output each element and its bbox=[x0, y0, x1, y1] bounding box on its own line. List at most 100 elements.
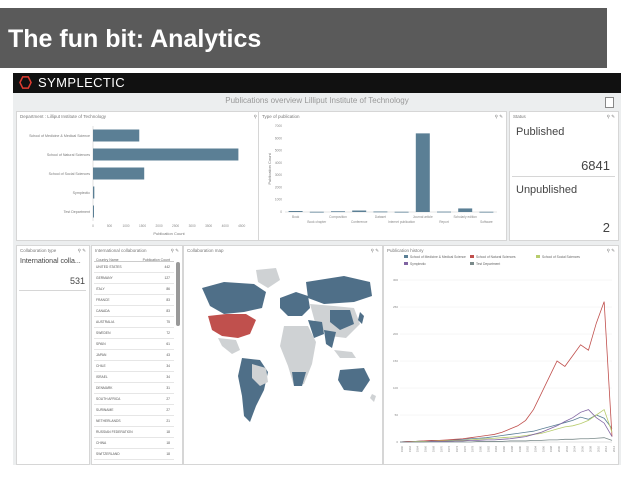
table-row[interactable]: CHILE 34 bbox=[94, 361, 174, 372]
map-region-usa bbox=[208, 314, 256, 338]
map-region-canada bbox=[202, 282, 266, 314]
panel-title: Type of publication bbox=[262, 114, 300, 119]
country-name: ITALY bbox=[96, 287, 105, 291]
collab-label: International colla... bbox=[20, 258, 81, 265]
tick-label: 1000 bbox=[122, 224, 129, 228]
table-row[interactable]: GERMANY 127 bbox=[94, 273, 174, 284]
bar bbox=[437, 211, 451, 213]
tick-label: Test Department bbox=[64, 210, 90, 214]
brand-header: SYMPLECTIC bbox=[13, 73, 621, 93]
tick-label: 250 bbox=[393, 305, 398, 309]
table-row[interactable]: CHINA 18 bbox=[94, 438, 174, 449]
bar bbox=[415, 133, 430, 212]
tick-label: 1992 bbox=[526, 445, 530, 452]
tick-label: 1962 bbox=[408, 445, 412, 452]
tick-label: 1988 bbox=[510, 445, 514, 452]
filter-icon[interactable]: ⚲ ✎ bbox=[253, 114, 262, 119]
panel-title: Status bbox=[513, 114, 526, 119]
filter-icon[interactable]: ⚲ ✎ bbox=[370, 248, 379, 253]
divider bbox=[512, 176, 615, 177]
tick-label: 0 bbox=[396, 440, 398, 444]
tick-label: 2004 bbox=[573, 445, 577, 452]
bar bbox=[93, 205, 94, 218]
tick-label: Composition bbox=[329, 215, 347, 219]
world-map bbox=[202, 268, 376, 422]
pdf-export-icon[interactable] bbox=[605, 97, 614, 108]
tick-label: 1972 bbox=[447, 445, 451, 452]
table-row[interactable]: RUSSIAN FEDERATION 18 bbox=[94, 427, 174, 438]
country-name: GERMANY bbox=[96, 276, 113, 280]
table-row[interactable]: SPAIN 61 bbox=[94, 339, 174, 350]
country-name: UNITED STATES bbox=[96, 265, 122, 269]
filter-icon[interactable]: ⚲ ✎ bbox=[606, 248, 615, 253]
filter-icon[interactable]: ⚲ ✎ bbox=[494, 114, 503, 119]
series-line bbox=[399, 301, 613, 443]
publication-count: 31 bbox=[166, 386, 170, 390]
map-region-india bbox=[324, 330, 336, 348]
scrollbar[interactable] bbox=[176, 262, 180, 326]
table-row[interactable]: SURINAME 27 bbox=[94, 405, 174, 416]
country-name: ISRAEL bbox=[96, 375, 108, 379]
map-region-indonesia bbox=[334, 350, 356, 358]
tick-label: 2012 bbox=[604, 445, 608, 452]
country-name: JAPAN bbox=[96, 353, 107, 357]
table-row[interactable]: ISRAEL 34 bbox=[94, 372, 174, 383]
tick-label: 2000 bbox=[275, 185, 282, 189]
legend-swatch bbox=[404, 255, 408, 258]
tick-label: 50 bbox=[395, 413, 399, 417]
column-header: Country Name bbox=[96, 258, 119, 262]
table-row[interactable]: AUSTRALIA 75 bbox=[94, 317, 174, 328]
table-row[interactable]: DENMARK 31 bbox=[94, 383, 174, 394]
country-name: CHILE bbox=[96, 364, 106, 368]
map-region-brazil bbox=[252, 364, 268, 386]
slide-title-bar: The fun bit: Analytics bbox=[0, 8, 607, 68]
tick-label: 1996 bbox=[541, 445, 545, 452]
tick-label: 1968 bbox=[431, 445, 435, 452]
tick-label: 4000 bbox=[222, 224, 229, 228]
table-row[interactable]: SWEDEN 72 bbox=[94, 328, 174, 339]
country-name: SWEDEN bbox=[96, 331, 111, 335]
tick-label: 300 bbox=[393, 278, 398, 282]
tick-label: School of Medicine & Medical Science bbox=[29, 134, 90, 138]
tick-label: 4000 bbox=[275, 161, 282, 165]
publication-count: 21 bbox=[166, 419, 170, 423]
table-row[interactable]: CANADA 83 bbox=[94, 306, 174, 317]
department-panel: Department : Lilliput Institute of Techn… bbox=[16, 111, 266, 241]
table-row[interactable]: FRANCE 83 bbox=[94, 295, 174, 306]
publication-count: 86 bbox=[166, 287, 170, 291]
table-row[interactable]: UNITED STATES 442 bbox=[94, 262, 174, 273]
publication-count: 27 bbox=[166, 397, 170, 401]
tick-label: 6000 bbox=[275, 136, 282, 140]
publication-count: 34 bbox=[166, 364, 170, 368]
bar bbox=[93, 129, 140, 142]
map-region-new-zealand bbox=[370, 394, 376, 402]
series-line bbox=[400, 409, 613, 443]
tick-label: School of Natural Sciences bbox=[47, 153, 90, 157]
country-name: FRANCE bbox=[96, 298, 110, 302]
bar bbox=[93, 167, 145, 180]
legend-swatch bbox=[470, 255, 474, 258]
table-row[interactable]: NETHERLANDS 21 bbox=[94, 416, 174, 427]
legend-swatch bbox=[536, 255, 540, 258]
panel-title: Collaboration map bbox=[187, 248, 224, 253]
country-name: CANADA bbox=[96, 309, 110, 313]
tick-label: Book chapter bbox=[307, 220, 327, 224]
country-name: CHINA bbox=[96, 441, 107, 445]
filter-icon[interactable]: ⚲ ✎ bbox=[170, 248, 179, 253]
tick-label: 1500 bbox=[139, 224, 146, 228]
table-row[interactable]: ITALY 86 bbox=[94, 284, 174, 295]
publication-count: 83 bbox=[166, 298, 170, 302]
table-row[interactable]: SOUTH AFRICA 27 bbox=[94, 394, 174, 405]
type-chart: 0 1000 2000 3000 4000 5000 6000 7000 Publication… bbox=[267, 124, 497, 224]
filter-icon[interactable]: ⚲ ✎ bbox=[77, 248, 86, 253]
filter-icon[interactable]: ⚲ ✎ bbox=[606, 114, 615, 119]
tick-label: 5000 bbox=[275, 149, 282, 153]
table-row[interactable]: JAPAN 43 bbox=[94, 350, 174, 361]
country-name: SWITZERLAND bbox=[96, 452, 120, 456]
collab-value: 531 bbox=[69, 276, 85, 286]
map-region-greenland bbox=[256, 268, 280, 288]
legend-swatch bbox=[404, 262, 408, 265]
table-row[interactable]: SWITZERLAND 18 bbox=[94, 449, 174, 460]
bar bbox=[352, 210, 367, 212]
page-title: Publications overview Lilliput Institute… bbox=[225, 96, 409, 105]
